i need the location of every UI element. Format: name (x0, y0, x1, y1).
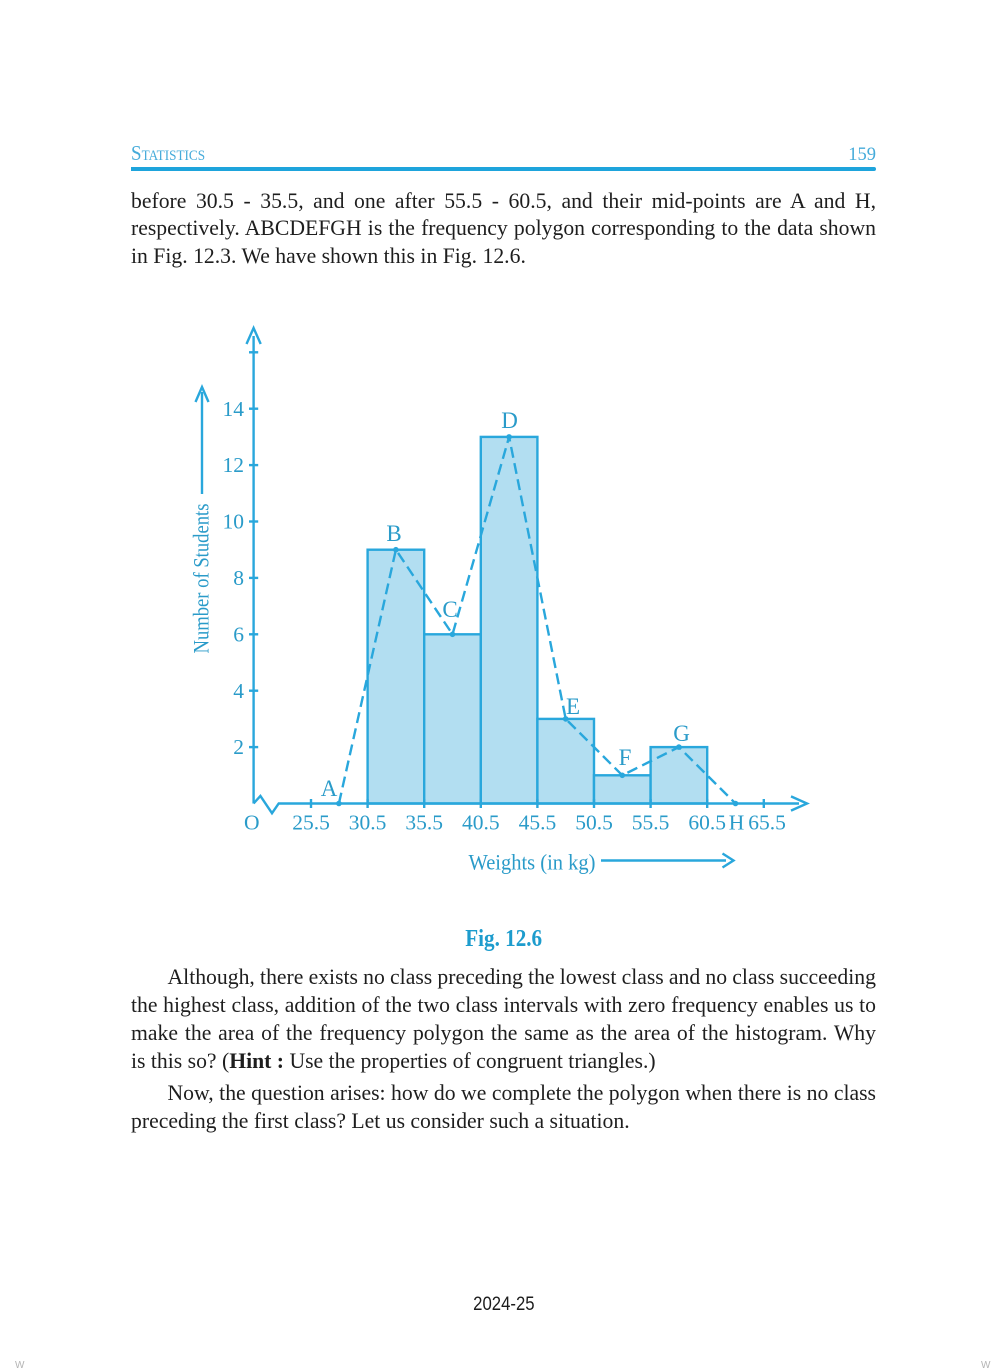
svg-text:65.5: 65.5 (748, 811, 786, 835)
svg-text:C: C (442, 597, 457, 622)
svg-text:14: 14 (223, 397, 245, 421)
svg-text:8: 8 (233, 566, 244, 590)
svg-text:H: H (729, 811, 745, 835)
svg-text:Number of Students: Number of Students (190, 504, 214, 654)
svg-text:12: 12 (223, 453, 245, 477)
svg-text:F: F (619, 745, 632, 770)
svg-text:2: 2 (233, 735, 244, 759)
svg-text:6: 6 (233, 622, 244, 646)
svg-text:55.5: 55.5 (632, 811, 670, 835)
svg-text:25.5: 25.5 (292, 811, 330, 835)
svg-text:A: A (321, 776, 338, 801)
svg-text:30.5: 30.5 (349, 811, 387, 835)
svg-text:45.5: 45.5 (519, 811, 557, 835)
svg-text:B: B (386, 521, 401, 546)
svg-text:4: 4 (233, 679, 244, 703)
svg-text:O: O (244, 811, 260, 835)
svg-text:40.5: 40.5 (462, 811, 500, 835)
svg-text:60.5: 60.5 (688, 811, 726, 835)
svg-text:10: 10 (223, 510, 245, 534)
svg-text:35.5: 35.5 (405, 811, 443, 835)
svg-text:Weights (in kg): Weights (in kg) (469, 850, 596, 875)
svg-text:D: D (501, 408, 518, 433)
svg-text:G: G (673, 721, 690, 746)
svg-text:50.5: 50.5 (575, 811, 613, 835)
svg-text:E: E (566, 694, 580, 719)
